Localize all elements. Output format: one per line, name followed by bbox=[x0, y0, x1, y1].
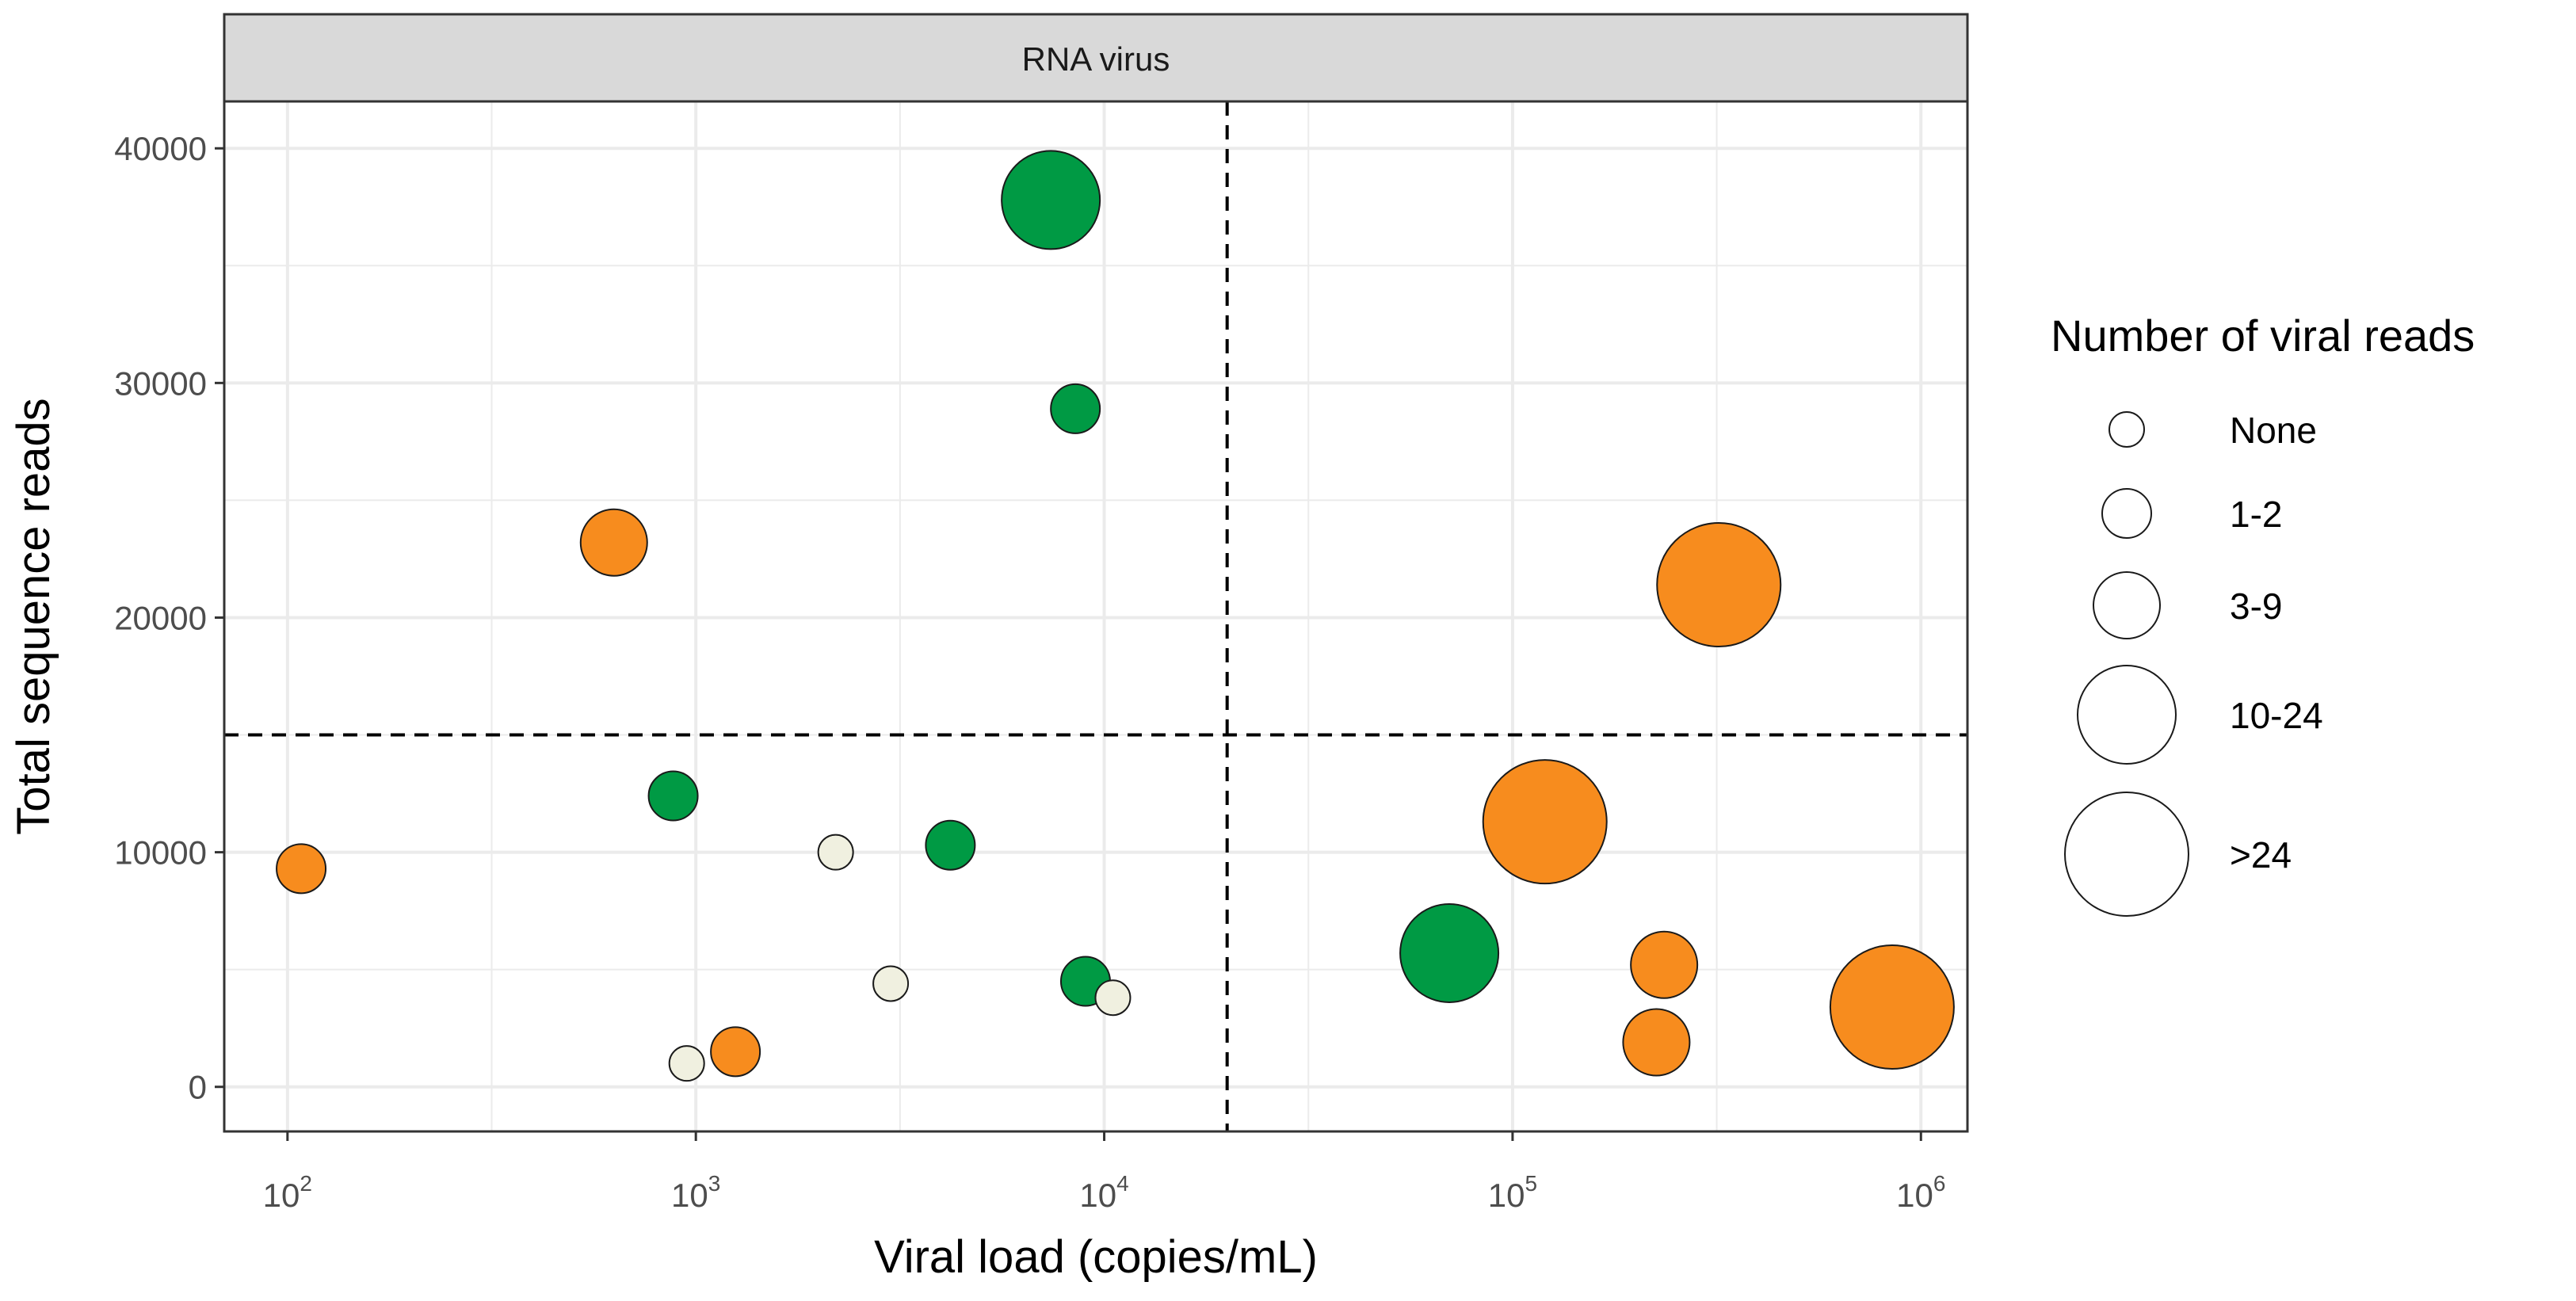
data-point bbox=[872, 965, 910, 1002]
legend-label: None bbox=[2230, 410, 2317, 451]
y-tick-label: 0 bbox=[189, 1069, 207, 1106]
data-point bbox=[925, 819, 976, 871]
data-point bbox=[276, 843, 327, 895]
legend-key-circle bbox=[2077, 665, 2177, 765]
legend-label: >24 bbox=[2230, 834, 2292, 876]
legend-key-circle bbox=[2109, 411, 2145, 448]
data-point bbox=[1829, 944, 1955, 1070]
reference-lines bbox=[224, 101, 1967, 1131]
legend-key-circle bbox=[2101, 488, 2152, 539]
data-points bbox=[276, 150, 1955, 1082]
legend-key-circle bbox=[2093, 571, 2161, 639]
y-axis-title: Total sequence reads bbox=[8, 398, 59, 834]
x-tick-label: 105 bbox=[1488, 1171, 1537, 1214]
x-tick-label: 103 bbox=[671, 1171, 720, 1214]
x-tick-label: 104 bbox=[1079, 1171, 1128, 1214]
data-point bbox=[1050, 383, 1101, 434]
y-tick-label: 10000 bbox=[114, 834, 207, 872]
legend-label: 3-9 bbox=[2230, 586, 2282, 627]
y-tick-label: 40000 bbox=[114, 130, 207, 167]
data-point bbox=[817, 834, 854, 871]
data-point bbox=[1001, 150, 1101, 250]
y-axis-ticks: 0 10000 20000 30000 40000 bbox=[114, 130, 224, 1106]
x-tick-label: 102 bbox=[263, 1171, 312, 1214]
data-point bbox=[1482, 759, 1608, 885]
data-point bbox=[1622, 1008, 1691, 1077]
data-point bbox=[668, 1045, 705, 1082]
y-tick-label: 30000 bbox=[114, 364, 207, 402]
data-point bbox=[710, 1026, 761, 1078]
data-point bbox=[1630, 930, 1699, 999]
x-tick-label: 106 bbox=[1896, 1171, 1945, 1214]
data-point bbox=[1094, 979, 1132, 1017]
facet-strip bbox=[223, 13, 1969, 103]
data-point bbox=[1656, 522, 1782, 648]
data-point bbox=[579, 508, 648, 577]
data-point bbox=[647, 770, 699, 822]
data-point bbox=[1399, 902, 1500, 1003]
legend-key-circle bbox=[2064, 792, 2189, 917]
x-axis-ticks: 102 103 104 105 106 bbox=[263, 1131, 1945, 1214]
legend-label: 10-24 bbox=[2230, 695, 2323, 736]
legend-label: 1-2 bbox=[2230, 494, 2282, 535]
legend: None 1-2 3-9 10-24 >24 bbox=[2064, 410, 2323, 917]
legend-title: Number of viral reads bbox=[2051, 311, 2475, 361]
facet-label: RNA virus bbox=[1022, 40, 1170, 78]
y-tick-label: 20000 bbox=[114, 599, 207, 636]
x-axis-title: Viral load (copies/mL) bbox=[874, 1231, 1318, 1283]
